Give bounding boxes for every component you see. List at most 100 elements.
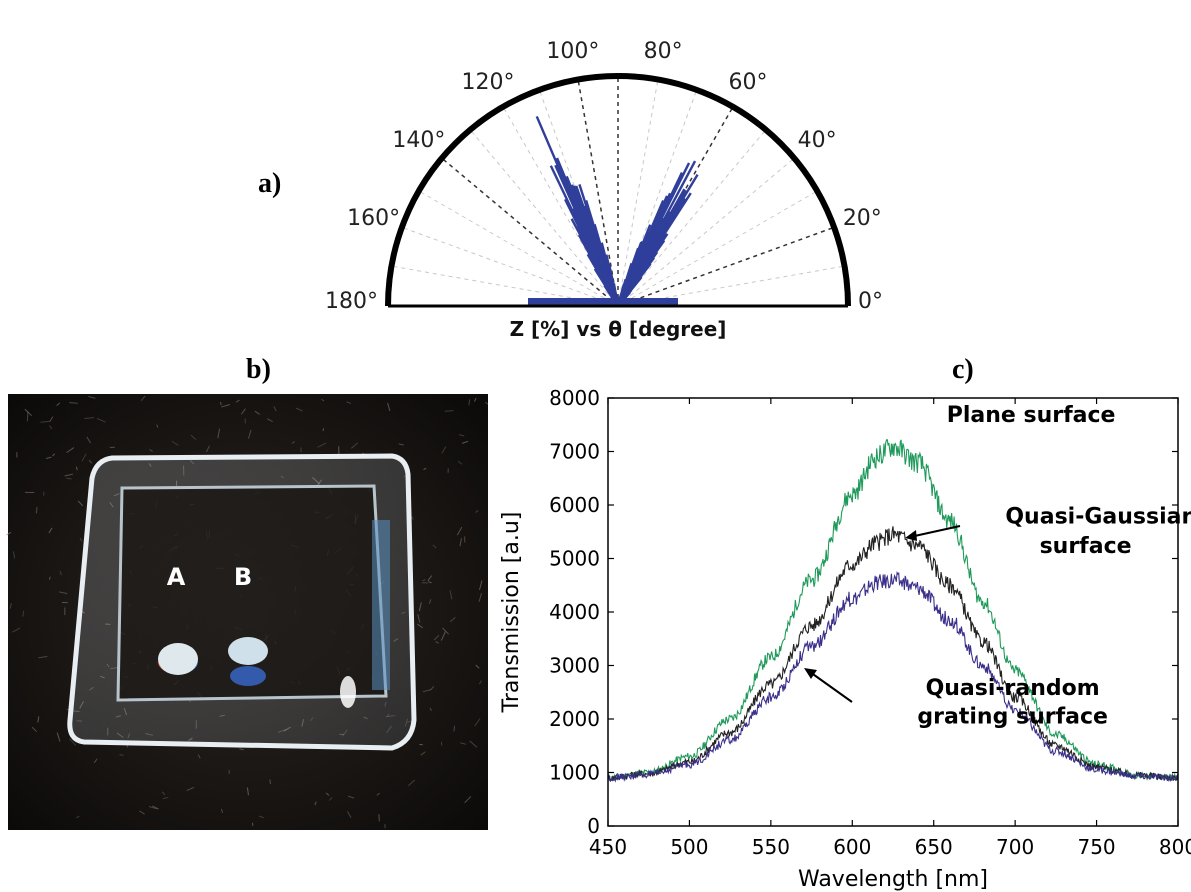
texture-speck xyxy=(273,406,277,412)
texture-speck xyxy=(469,740,478,748)
polar-tick-labels: 0° 20° 40° 60° 80° 100° 120° 140° 160° 180° xyxy=(325,39,883,314)
arrow-quasi-random xyxy=(809,671,853,703)
polar-spoke xyxy=(469,129,619,307)
texture-speck xyxy=(328,797,333,801)
polar-tick-label: 20° xyxy=(843,206,882,231)
y-tick-label: 3000 xyxy=(549,654,600,678)
texture-speck xyxy=(475,664,480,669)
texture-speck xyxy=(88,395,96,399)
y-tick-label: 5000 xyxy=(549,547,600,571)
texture-speck xyxy=(197,754,201,759)
chart-annotation: Plane surface xyxy=(947,403,1116,428)
y-tick-label: 2000 xyxy=(549,707,600,731)
arrow-quasi-gaussian xyxy=(909,525,961,538)
texture-speck xyxy=(321,398,325,402)
texture-speck xyxy=(422,689,431,693)
glass-edge-reflection xyxy=(372,520,390,690)
chart-annotations: Plane surface Quasi-Gaussian surface Quasi-… xyxy=(917,403,1191,729)
polar-spoke xyxy=(502,106,619,307)
polar-spoke xyxy=(617,190,818,307)
y-tick-label: 7000 xyxy=(549,440,600,464)
texture-speck xyxy=(417,623,423,629)
texture-speck xyxy=(37,716,40,723)
spot-b-diffraction xyxy=(230,666,266,686)
texture-speck xyxy=(254,410,260,415)
polar-tick-label: 120° xyxy=(462,70,515,95)
texture-speck xyxy=(411,516,414,520)
chart-annotation: surface xyxy=(1040,534,1132,559)
texture-speck xyxy=(248,429,252,439)
texture-speck xyxy=(453,725,456,732)
texture-speck xyxy=(84,417,94,420)
texture-speck xyxy=(291,441,296,444)
texture-speck xyxy=(49,416,54,422)
texture-speck xyxy=(478,680,482,685)
x-tick-label: 750 xyxy=(1077,835,1115,859)
texture-speck xyxy=(428,581,432,584)
x-tick-label: 600 xyxy=(833,835,871,859)
polar-spokes xyxy=(388,76,848,307)
texture-speck xyxy=(88,459,93,464)
glass-highlight xyxy=(340,676,356,708)
polar-spoke xyxy=(617,89,698,307)
texture-speck xyxy=(220,401,222,406)
texture-speck xyxy=(418,602,422,612)
texture-speck xyxy=(464,796,472,804)
annotation-arrows xyxy=(804,525,961,703)
texture-speck xyxy=(66,447,75,454)
texture-speck xyxy=(347,811,352,818)
texture-speck xyxy=(205,445,210,453)
texture-speck xyxy=(387,402,391,412)
y-axis-label: Transmission [a.u] xyxy=(499,512,524,714)
photo-label-b: B xyxy=(234,563,252,591)
texture-speck xyxy=(190,434,197,440)
texture-speck xyxy=(76,815,80,819)
polar-spoke xyxy=(577,79,619,307)
y-tick-label: 1000 xyxy=(549,761,600,785)
texture-speck xyxy=(457,460,463,465)
texture-speck xyxy=(79,537,83,542)
texture-speck xyxy=(148,805,158,810)
texture-speck xyxy=(432,544,437,549)
polar-tick-label: 80° xyxy=(644,39,683,64)
texture-speck xyxy=(26,411,29,422)
polar-spoke xyxy=(617,226,835,307)
texture-speck xyxy=(433,635,440,641)
texture-speck xyxy=(398,443,404,446)
texture-speck xyxy=(442,627,450,635)
chart-annotation: grating surface xyxy=(917,704,1108,729)
texture-speck xyxy=(186,786,195,792)
texture-speck xyxy=(52,453,56,457)
polar-outer-arc xyxy=(385,73,851,307)
arrow-quasi-gaussian-head xyxy=(905,530,917,541)
texture-speck xyxy=(478,592,482,603)
texture-speck xyxy=(449,616,456,623)
texture-speck xyxy=(459,538,462,547)
texture-speck xyxy=(350,442,359,449)
polar-tick-label: 180° xyxy=(325,289,378,314)
polar-tick-label: 160° xyxy=(347,206,400,231)
y-tick-label: 4000 xyxy=(549,600,600,624)
texture-speck xyxy=(162,797,169,800)
texture-speck xyxy=(140,395,146,402)
texture-speck xyxy=(417,614,421,623)
y-tick-label: 0 xyxy=(587,814,600,838)
texture-speck xyxy=(266,418,273,423)
texture-speck xyxy=(69,738,77,746)
texture-speck xyxy=(96,418,106,423)
texture-speck xyxy=(56,732,61,742)
texture-speck xyxy=(325,792,330,796)
texture-speck xyxy=(429,707,432,712)
texture-speck xyxy=(246,787,249,796)
panel-c-label: c) xyxy=(952,354,974,385)
texture-speck xyxy=(31,726,38,733)
polar-spoke xyxy=(391,265,619,307)
spot-a xyxy=(158,643,198,675)
polar-spoke xyxy=(441,157,619,307)
texture-speck xyxy=(269,779,271,785)
polar-tick-label: 60° xyxy=(729,70,768,95)
texture-speck xyxy=(86,436,91,444)
polar-spoke xyxy=(418,190,619,307)
texture-speck xyxy=(258,815,264,819)
